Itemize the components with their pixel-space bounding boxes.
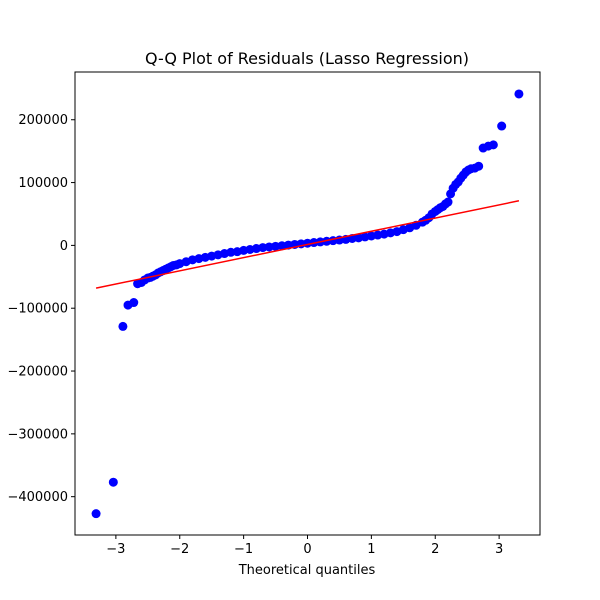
x-tick-label: −3 bbox=[106, 542, 125, 557]
y-tick-label: −100000 bbox=[7, 302, 68, 317]
data-point bbox=[118, 321, 128, 331]
x-tick-label: 1 bbox=[367, 542, 375, 557]
sample-points bbox=[91, 89, 524, 519]
x-tick-label: −1 bbox=[234, 542, 253, 557]
x-tick-label: −2 bbox=[170, 542, 189, 557]
y-axis: −400000 −300000 −200000 −100000 0 100000 20000… bbox=[7, 113, 75, 505]
data-point bbox=[497, 121, 507, 131]
data-point bbox=[514, 89, 524, 99]
y-tick-label: −400000 bbox=[7, 490, 68, 505]
data-point bbox=[129, 298, 139, 308]
data-point bbox=[474, 161, 484, 171]
data-point bbox=[91, 509, 101, 519]
y-tick-label: 100000 bbox=[18, 176, 68, 191]
data-point bbox=[488, 140, 498, 150]
x-tick-label: 0 bbox=[303, 542, 311, 557]
reference-line-group bbox=[95, 200, 520, 289]
y-tick-label: −200000 bbox=[7, 365, 68, 380]
x-tick-label: 2 bbox=[431, 542, 439, 557]
y-tick-label: 0 bbox=[60, 239, 68, 254]
x-axis-label: Theoretical quantiles bbox=[238, 563, 376, 578]
data-point bbox=[108, 477, 118, 487]
y-tick-label: 200000 bbox=[18, 113, 68, 128]
plot-area-frame bbox=[74, 71, 541, 536]
chart-title: Q-Q Plot of Residuals (Lasso Regression) bbox=[145, 49, 469, 68]
reference-line bbox=[95, 200, 520, 289]
x-tick-label: 3 bbox=[495, 542, 503, 557]
x-axis: −3 −2 −1 0 1 2 3 bbox=[106, 535, 503, 557]
data-point bbox=[443, 197, 453, 207]
y-tick-label: −300000 bbox=[7, 427, 68, 442]
